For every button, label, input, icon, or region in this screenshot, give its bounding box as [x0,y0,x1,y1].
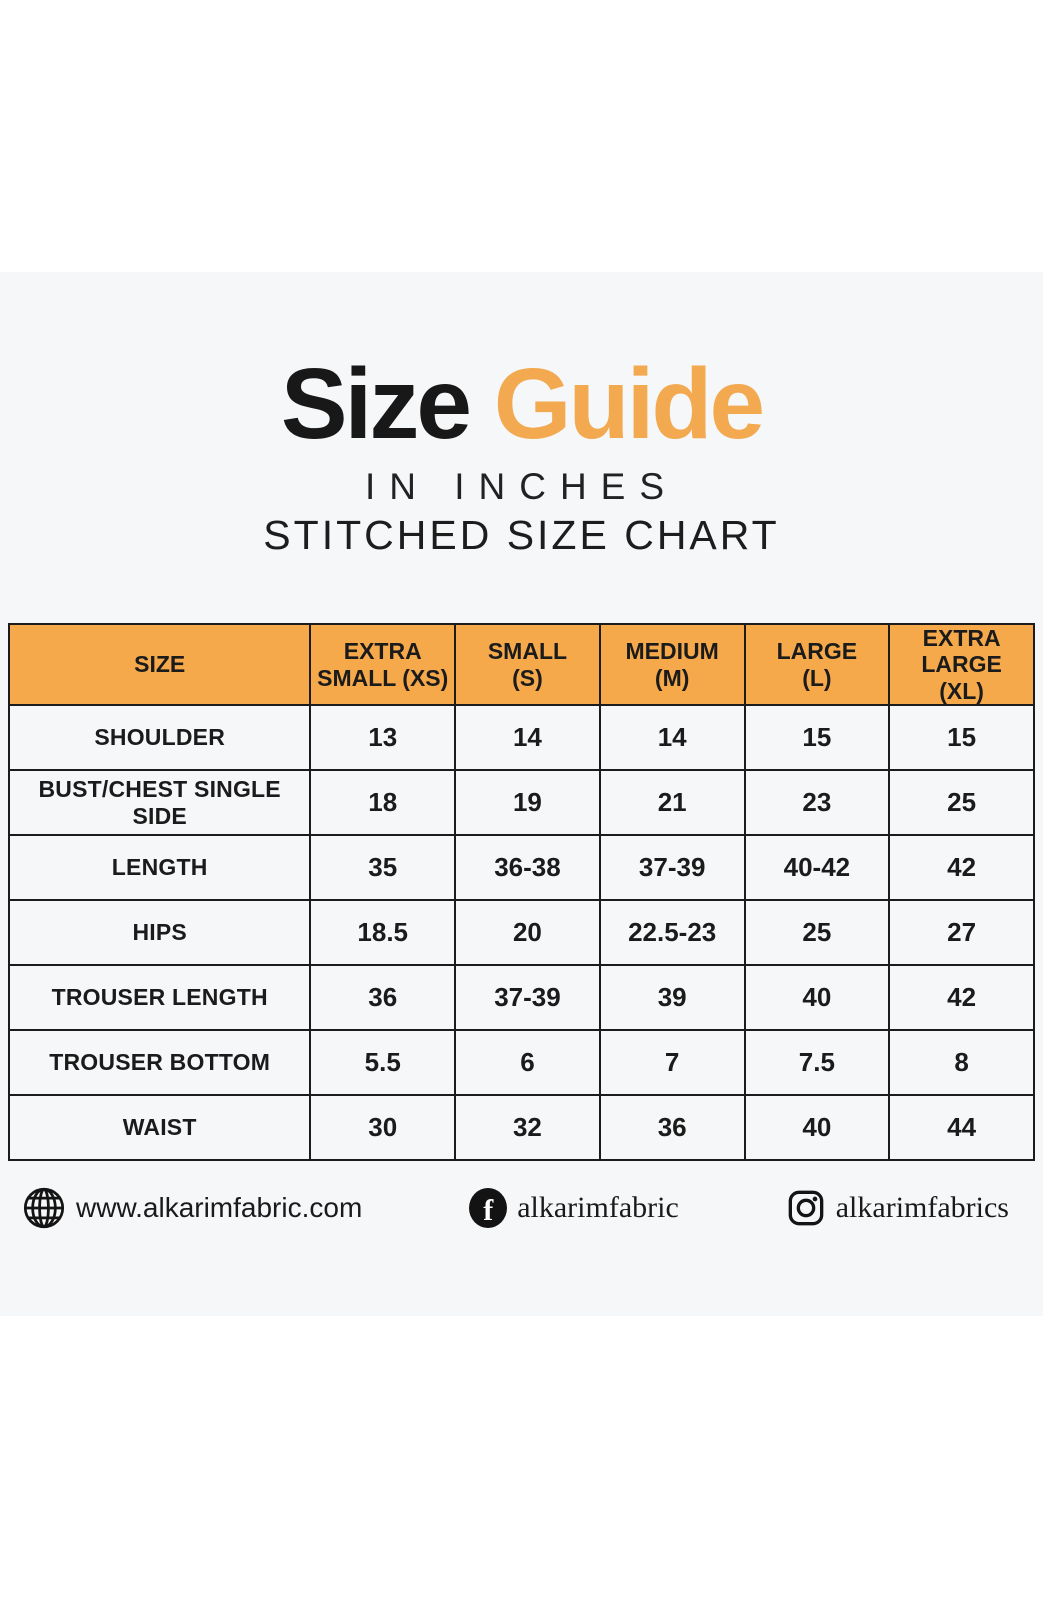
size-value: 23 [743,769,891,837]
size-value: 8 [888,1029,1035,1097]
size-value: 37-39 [598,834,746,902]
row-label: LENGTH [7,834,312,902]
facebook-icon: f [469,1188,508,1228]
row-label: TROUSER BOTTOM [7,1029,312,1097]
table-row-shoulder: SHOULDER 13 14 14 15 15 [7,704,1035,772]
size-value: 21 [598,769,746,837]
size-value: 37-39 [454,964,601,1032]
size-value: 44 [888,1094,1035,1162]
row-label: HIPS [7,899,312,967]
row-label: WAIST [7,1094,312,1162]
size-value: 18 [309,769,457,837]
header-cell-extra-large: EXTRA LARGE (XL) [888,622,1035,707]
size-value: 7.5 [743,1029,891,1097]
size-value: 19 [454,769,601,837]
facebook-glyph: f [483,1194,494,1227]
size-value: 36 [309,964,457,1032]
table-row-waist: WAIST 30 32 36 40 44 [7,1094,1035,1162]
header-cell-large: LARGE (L) [743,622,891,707]
size-value: 15 [743,704,891,772]
website-url: www.alkarimfabric.com [76,1192,363,1223]
size-value: 32 [454,1094,601,1162]
table-row-hips: HIPS 18.5 20 22.5-23 25 27 [7,899,1035,967]
row-label: TROUSER LENGTH [7,964,312,1032]
facebook-handle: alkarimfabric [517,1191,679,1224]
row-label: BUST/CHEST SINGLE SIDE [7,769,312,837]
header-cell-medium: MEDIUM (M) [598,622,746,707]
table-row-trouser-length: TROUSER LENGTH 36 37-39 39 40 42 [7,964,1035,1032]
size-value: 42 [888,834,1035,902]
subtitle-stitched-size-chart: STITCHED SIZE CHART [263,512,780,558]
instagram-handle: alkarimfabrics [835,1191,1009,1224]
size-value: 25 [888,769,1035,837]
globe-icon [22,1186,66,1230]
size-value: 14 [598,704,746,772]
content-band: Size Guide IN INCHES STITCHED SIZE CHART… [0,272,1043,1316]
header-cell-small: SMALL (S) [454,622,601,707]
size-value: 40 [743,964,891,1032]
size-value: 15 [888,704,1035,772]
table-header-row: SIZE EXTRA SMALL (XS) SMALL (S) MEDIUM (… [7,622,1035,707]
size-value: 13 [309,704,457,772]
footer-facebook: f alkarimfabric [469,1188,679,1228]
size-value: 22.5-23 [598,899,746,967]
size-value: 30 [309,1094,457,1162]
footer: www.alkarimfabric.com f alkarimfabric al… [0,1178,1043,1238]
row-label: SHOULDER [7,704,312,772]
title-word-guide: Guide [493,348,765,460]
size-value: 25 [743,899,891,967]
size-value: 35 [309,834,457,902]
table-row-trouser-bottom: TROUSER BOTTOM 5.5 6 7 7.5 8 [7,1029,1035,1097]
title-block: Size Guide IN INCHES STITCHED SIZE CHART [0,354,1043,559]
size-value: 7 [598,1029,746,1097]
size-value: 27 [888,899,1035,967]
size-value: 42 [888,964,1035,1032]
page-title: Size Guide [0,354,1043,454]
subtitle-in-inches: IN INCHES [364,466,679,507]
size-chart-table: SIZE EXTRA SMALL (XS) SMALL (S) MEDIUM (… [7,622,1035,1162]
size-value: 36 [598,1094,746,1162]
size-value: 39 [598,964,746,1032]
size-value: 40 [743,1094,891,1162]
table-row-length: LENGTH 35 36-38 37-39 40-42 42 [7,834,1035,902]
size-value: 6 [454,1029,601,1097]
header-cell-extra-small: EXTRA SMALL (XS) [309,622,457,707]
header-cell-size: SIZE [7,622,312,707]
instagram-icon [786,1188,826,1228]
footer-instagram: alkarimfabrics [786,1188,1009,1228]
size-value: 40-42 [743,834,891,902]
title-word-size: Size [280,348,472,460]
footer-website: www.alkarimfabric.com [22,1186,362,1230]
size-value: 14 [454,704,601,772]
size-value: 36-38 [454,834,601,902]
size-value: 18.5 [309,899,457,967]
size-value: 20 [454,899,601,967]
size-value: 5.5 [309,1029,457,1097]
table-row-bust-chest: BUST/CHEST SINGLE SIDE 18 19 21 23 25 [7,769,1035,837]
